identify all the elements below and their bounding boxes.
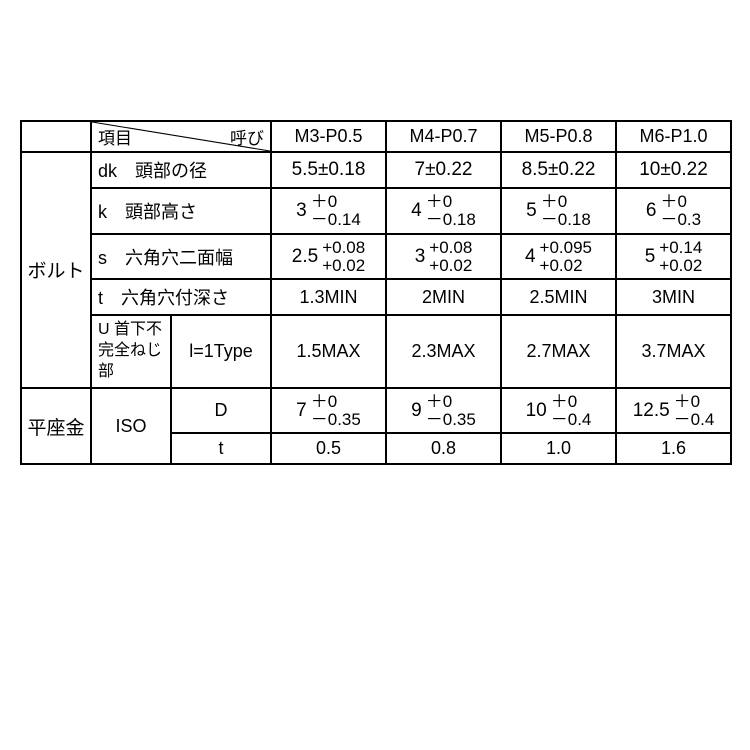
row-label: t 六角穴付深さ [91, 279, 271, 315]
col-header: M3-P0.5 [271, 121, 386, 152]
header-right-label: 呼び [230, 124, 264, 149]
header-diagonal: 項目 呼び [91, 121, 271, 152]
col-header: M6-P1.0 [616, 121, 731, 152]
cell: 7±0.22 [386, 152, 501, 188]
cell: 3MIN [616, 279, 731, 315]
cell: 5+0.14+0.02 [616, 234, 731, 280]
row-label: k 頭部高さ [91, 188, 271, 234]
cell: 8.5±0.22 [501, 152, 616, 188]
cell: 3+0.08+0.02 [386, 234, 501, 280]
cell: 2.5+0.08+0.02 [271, 234, 386, 280]
cell: 0.8 [386, 433, 501, 464]
cell: 2.5MIN [501, 279, 616, 315]
cell: 1.3MIN [271, 279, 386, 315]
cell: 1.5MAX [271, 315, 386, 387]
cell: 5.5±0.18 [271, 152, 386, 188]
row-label: D [171, 388, 271, 434]
header-row: 項目 呼び M3-P0.5 M4-P0.7 M5-P0.8 M6-P1.0 [21, 121, 731, 152]
group-washer: 平座金 [21, 388, 91, 465]
cell: 1.6 [616, 433, 731, 464]
row-label: s 六角穴二面幅 [91, 234, 271, 280]
cell: 2.7MAX [501, 315, 616, 387]
row-label: dk 頭部の径 [91, 152, 271, 188]
header-blank [21, 121, 91, 152]
col-header: M5-P0.8 [501, 121, 616, 152]
cell: 10＋0－0.4 [501, 388, 616, 434]
row-label-u1: U 首下不完全ねじ部 [91, 315, 171, 387]
cell: 12.5＋0－0.4 [616, 388, 731, 434]
cell: 2.3MAX [386, 315, 501, 387]
group-bolt: ボルト [21, 152, 91, 388]
cell: 6＋0－0.3 [616, 188, 731, 234]
cell: 4+0.095+0.02 [501, 234, 616, 280]
row-t: t 六角穴付深さ 1.3MIN 2MIN 2.5MIN 3MIN [21, 279, 731, 315]
cell: 5＋0－0.18 [501, 188, 616, 234]
cell: 9＋0－0.35 [386, 388, 501, 434]
cell: 10±0.22 [616, 152, 731, 188]
row-D: 平座金 ISO D 7＋0－0.35 9＋0－0.35 10＋0－0.4 12.… [21, 388, 731, 434]
row-label-u2: l=1Type [171, 315, 271, 387]
row-label: t [171, 433, 271, 464]
row-u: U 首下不完全ねじ部 l=1Type 1.5MAX 2.3MAX 2.7MAX … [21, 315, 731, 387]
row-label-iso: ISO [91, 388, 171, 465]
cell: 7＋0－0.35 [271, 388, 386, 434]
cell: 3.7MAX [616, 315, 731, 387]
cell: 4＋0－0.18 [386, 188, 501, 234]
cell: 2MIN [386, 279, 501, 315]
row-dk: ボルト dk 頭部の径 5.5±0.18 7±0.22 8.5±0.22 10±… [21, 152, 731, 188]
cell: 0.5 [271, 433, 386, 464]
col-header: M4-P0.7 [386, 121, 501, 152]
spec-table: 項目 呼び M3-P0.5 M4-P0.7 M5-P0.8 M6-P1.0 ボル… [20, 120, 732, 465]
row-s: s 六角穴二面幅 2.5+0.08+0.02 3+0.08+0.02 4+0.0… [21, 234, 731, 280]
cell: 3＋0－0.14 [271, 188, 386, 234]
header-left-label: 項目 [98, 124, 132, 149]
row-k: k 頭部高さ 3＋0－0.14 4＋0－0.18 5＋0－0.18 6＋0－0.… [21, 188, 731, 234]
cell: 1.0 [501, 433, 616, 464]
